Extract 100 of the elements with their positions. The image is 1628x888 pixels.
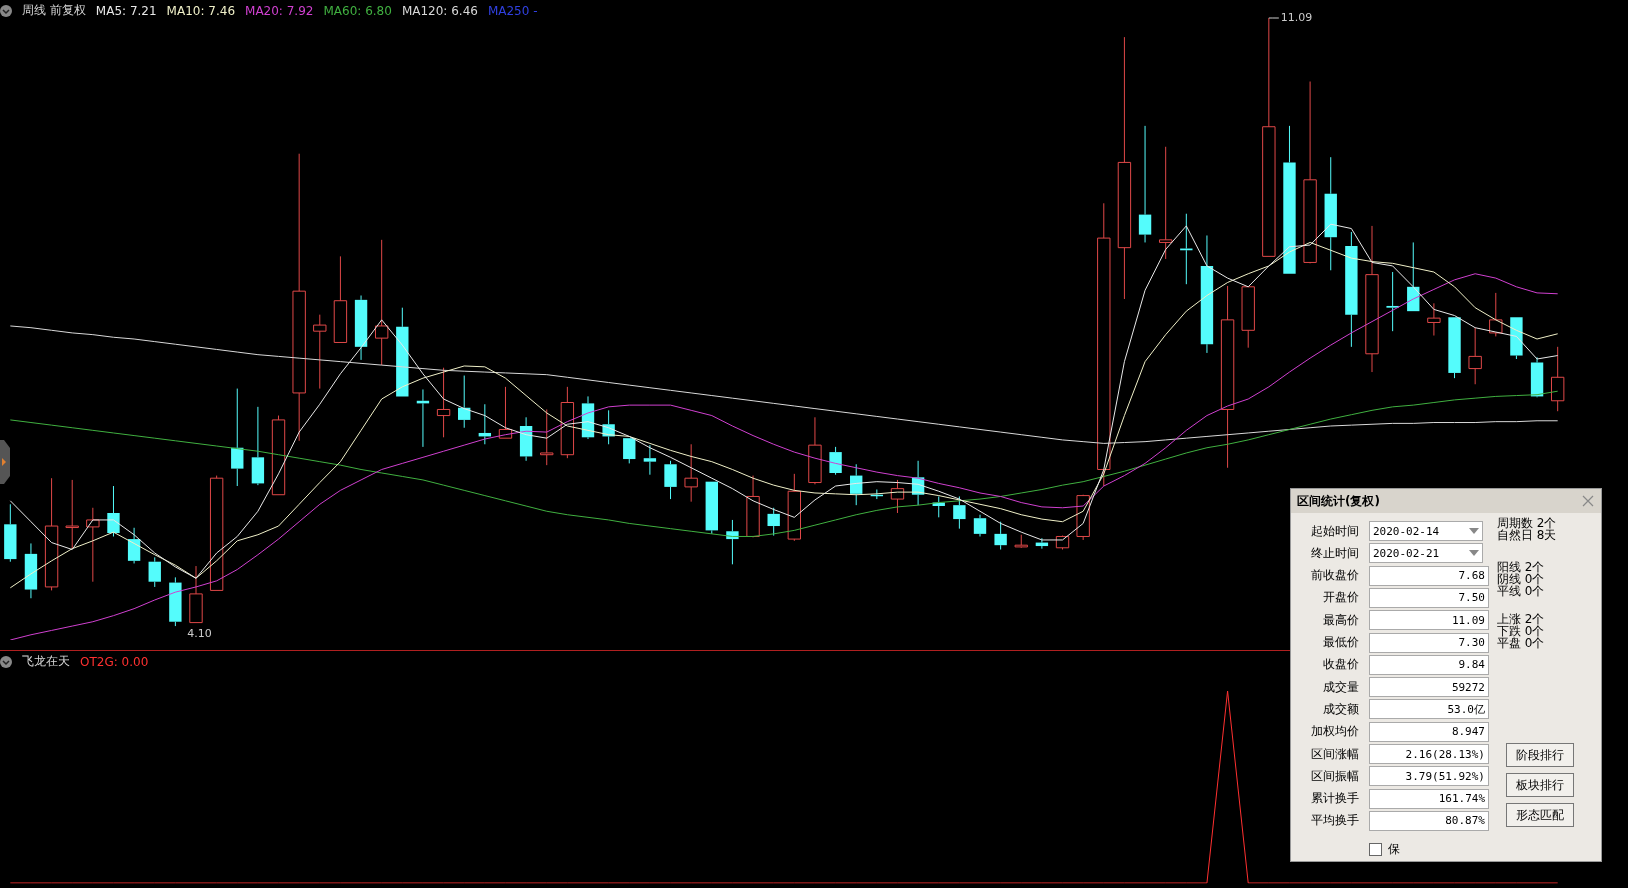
chart-title: 飞龙在天 [22, 653, 70, 670]
text: 4.10 [187, 626, 212, 640]
text: 最低价 [1322, 634, 1359, 651]
candlestick [44, 477, 59, 591]
candlestick [169, 576, 182, 627]
candlestick [24, 542, 38, 599]
candlestick [1427, 302, 1441, 337]
annotation: 阳线 2个 [1497, 560, 1545, 574]
text: 区间统计(复权) [1297, 492, 1380, 510]
text: MA5: 7.21 [95, 3, 157, 18]
candlestick [1510, 317, 1523, 360]
candlestick [1324, 156, 1337, 271]
text: MA60: 6.80 [323, 3, 392, 18]
annotation: 59272 [1369, 677, 1489, 698]
candlestick [684, 443, 698, 503]
annotation: 80.87% [1369, 810, 1489, 831]
candlestick [623, 438, 636, 464]
text: MA10: 7.46 [166, 3, 236, 18]
annotation: 平均换手 [1310, 812, 1359, 830]
annotation: 加权均价 [1310, 723, 1359, 741]
annotation: 区间振幅 [1310, 767, 1359, 785]
candlestick [1303, 81, 1317, 263]
candlestick [973, 514, 987, 537]
annotation: 2020-02-21 [1369, 543, 1483, 564]
candlestick [436, 367, 451, 438]
candlestick [396, 307, 409, 397]
candlestick [292, 153, 306, 442]
candlestick [890, 479, 905, 514]
candlestick [1200, 234, 1214, 354]
candlestick [1386, 271, 1399, 332]
annotation: 阶段排行 [1506, 743, 1574, 767]
text: 9.84 [1369, 654, 1489, 675]
candlestick [189, 565, 203, 624]
annotation: 下跌 0个 [1497, 624, 1545, 638]
annotation: 平线 0个 [1497, 584, 1545, 598]
candlestick [65, 479, 79, 550]
annotation: 开盘价 [1322, 589, 1359, 607]
candlestick [148, 556, 161, 588]
text: OT2G: 0.00 [80, 654, 149, 669]
candlestick [1489, 292, 1503, 337]
candlestick [354, 295, 368, 361]
candlestick [829, 446, 842, 476]
annotation: 区间涨幅 [1310, 745, 1359, 763]
annotation: 53.0亿 [1369, 699, 1489, 720]
candlestick [664, 460, 677, 500]
annotation: 11.09 [1280, 10, 1313, 24]
candlestick [1097, 202, 1111, 487]
annotation: 7.68 [1369, 565, 1489, 586]
candlestick [1138, 125, 1152, 243]
annotation: 成交量 [1322, 678, 1359, 696]
candlestick [1220, 285, 1235, 469]
annotation: 8.947 [1369, 721, 1489, 742]
candlestick [560, 386, 575, 459]
candlestick [1345, 231, 1358, 348]
candlestick [1117, 36, 1132, 300]
candlestick [127, 527, 141, 564]
annotation: 3.79(51.92%) [1369, 766, 1489, 787]
text: MA20: 7.92 [245, 3, 314, 18]
annotation: 7.50 [1369, 587, 1489, 608]
candlestick [1158, 146, 1173, 260]
text: 收盘价 [1322, 656, 1359, 674]
annotation: 161.74% [1369, 788, 1489, 809]
candlestick [1551, 346, 1565, 412]
annotation: 2020-02-14 [1369, 521, 1483, 541]
candlestick [1241, 286, 1255, 349]
text: 7.30 [1369, 632, 1489, 653]
candlestick [1014, 534, 1028, 548]
annotation: 前收盘价 [1310, 567, 1359, 585]
annotation: 累计换手 [1310, 790, 1359, 808]
candlestick [1530, 356, 1544, 397]
annotation: 终止时间 [1310, 544, 1359, 562]
annotation: 形态匹配 [1506, 803, 1574, 827]
candlestick [333, 255, 348, 343]
candlestick [86, 507, 100, 583]
candlestick [1283, 125, 1296, 274]
candlestick [251, 406, 265, 486]
annotation: 成交额 [1322, 700, 1359, 718]
annotation: 最高价 [1322, 611, 1359, 629]
annotation: 自然日 8天 [1497, 528, 1557, 542]
candlestick [4, 503, 17, 563]
candlestick [787, 473, 802, 542]
annotation: 阴线 0个 [1497, 572, 1545, 586]
candlestick [1448, 317, 1461, 379]
candlestick [953, 495, 966, 530]
annotation: 保 [1388, 841, 1400, 858]
candlestick [540, 408, 554, 466]
candlestick [231, 388, 244, 487]
text: 平盘 0个 [1497, 636, 1545, 650]
candlestick [705, 481, 718, 535]
candlestick [313, 314, 327, 390]
annotation: 2.16(28.13%) [1369, 744, 1489, 764]
candlestick [808, 416, 822, 485]
text: MA250 - [487, 3, 538, 18]
candlestick [1468, 327, 1482, 385]
candlestick [994, 521, 1007, 551]
annotation: 11.09 [1369, 610, 1489, 631]
candlestick [498, 386, 513, 439]
annotation: 周期数 2个 [1497, 516, 1557, 530]
annotation: 上涨 2个 [1497, 612, 1545, 626]
candlestick [643, 444, 657, 476]
